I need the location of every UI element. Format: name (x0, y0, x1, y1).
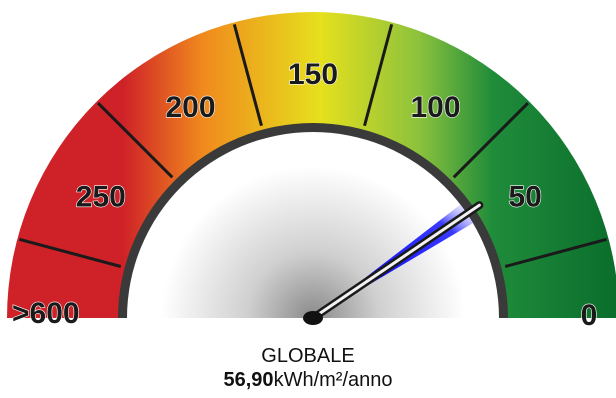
tick-label-600: >600 (12, 297, 80, 330)
gauge-tick-labels: 0 50 100 150 200 250 >600 (11, 57, 598, 332)
gauge-ticks (18, 23, 608, 268)
gauge-tick-175 (232, 23, 263, 127)
gauge-title: GLOBALE (261, 345, 355, 367)
gauge-tick-75 (452, 101, 530, 179)
gauge-tick-25 (504, 237, 608, 268)
tick-label-150: 150 (288, 58, 338, 91)
gauge-tick-275 (18, 237, 122, 268)
tick-label-200: 200 (165, 91, 215, 124)
tick-label-0: 0 (581, 299, 598, 332)
gauge-tick-125 (363, 23, 394, 127)
gauge-needle-hub (303, 311, 323, 325)
gauge-inner-face (127, 132, 499, 318)
tick-label-50: 50 (508, 181, 541, 214)
tick-label-250: 250 (76, 181, 126, 214)
tick-label-100: 100 (410, 91, 460, 124)
gauge-tick-225 (96, 101, 174, 179)
gauge-value-readout: 56,90kWh/m²/anno (0, 368, 616, 392)
gauge-needle (311, 203, 481, 320)
gauge-unit: kWh/m²/anno (273, 369, 393, 391)
gauge-value: 56,90 (223, 369, 274, 391)
